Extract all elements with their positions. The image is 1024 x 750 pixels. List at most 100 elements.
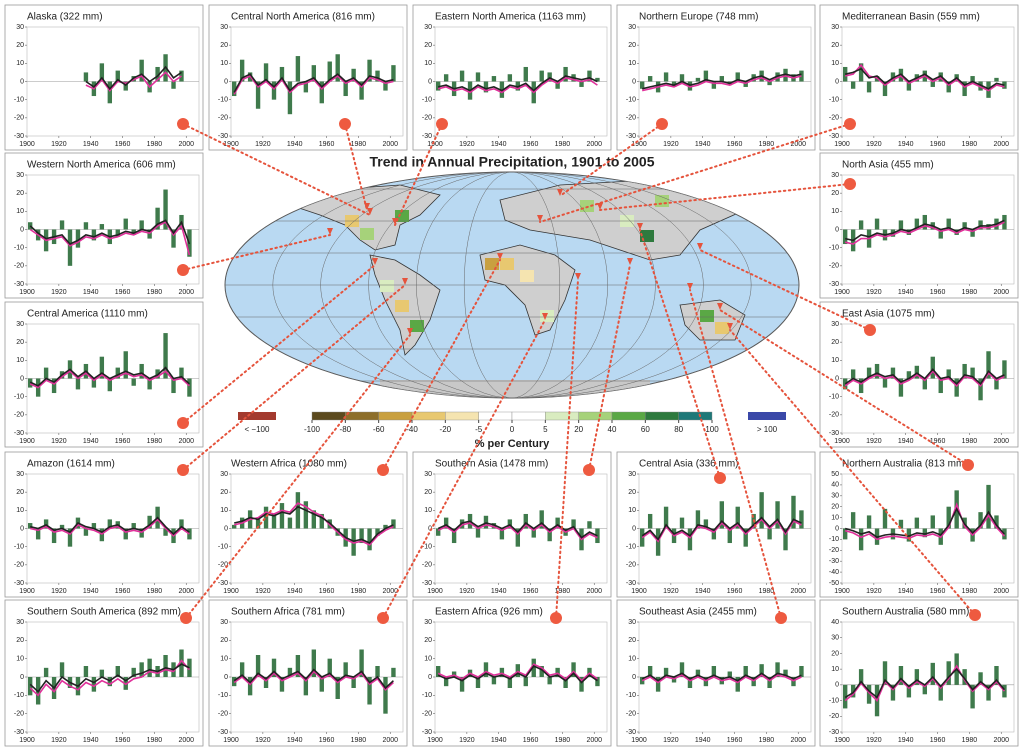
- bar: [287, 667, 293, 677]
- bar: [367, 528, 372, 551]
- marker-dot: [180, 612, 192, 624]
- bar: [783, 68, 788, 82]
- arrowhead: [727, 323, 733, 330]
- x-tick-label: 2000: [993, 588, 1009, 595]
- y-tick-label: 10: [831, 208, 839, 215]
- bar: [842, 378, 848, 390]
- x-tick-label: 1900: [19, 289, 35, 296]
- x-tick-label: 1980: [555, 737, 571, 744]
- bar: [451, 528, 457, 544]
- arrowhead: [402, 278, 408, 285]
- x-tick-label: 2000: [586, 588, 602, 595]
- bar: [922, 214, 928, 230]
- bar: [587, 521, 592, 529]
- bar: [507, 519, 513, 529]
- y-tick-label: 30: [831, 635, 839, 642]
- y-tick-label: 0: [835, 226, 839, 233]
- y-tick-label: 20: [628, 489, 636, 496]
- bar: [962, 222, 967, 230]
- arrowhead: [637, 223, 643, 230]
- panel-title: Alaska (322 mm): [27, 12, 103, 23]
- x-tick-label: 1920: [459, 141, 475, 148]
- bar: [882, 661, 888, 685]
- y-tick-label: 0: [632, 674, 636, 681]
- bar: [858, 378, 864, 394]
- trend-line: [641, 518, 802, 543]
- bar: [139, 220, 144, 230]
- y-tick-label: -20: [14, 412, 24, 419]
- x-tick-label: 1960: [115, 588, 131, 595]
- bar: [187, 528, 192, 540]
- trend-line: [233, 74, 394, 95]
- bar: [946, 506, 951, 529]
- y-tick-label: 0: [20, 78, 24, 85]
- y-tick-label: -50: [829, 580, 839, 587]
- y-tick-label: -10: [14, 544, 24, 551]
- y-tick-label: 40: [831, 619, 839, 626]
- bar: [922, 378, 928, 390]
- bar: [906, 229, 912, 235]
- x-tick-label: 2000: [993, 737, 1009, 744]
- y-tick-label: 0: [632, 525, 636, 532]
- bar: [663, 72, 669, 82]
- y-tick-label: -20: [218, 711, 228, 718]
- y-tick-label: 10: [424, 60, 432, 67]
- y-tick-label: -10: [218, 544, 228, 551]
- x-tick-label: 2000: [993, 289, 1009, 296]
- y-tick-label: 0: [20, 525, 24, 532]
- x-tick-label: 1960: [523, 141, 539, 148]
- y-tick-label: 50: [831, 471, 839, 478]
- marker-dot: [550, 612, 562, 624]
- bar: [727, 528, 732, 544]
- bar: [850, 684, 856, 698]
- bar: [1002, 81, 1007, 89]
- connector: [555, 279, 579, 619]
- x-tick-label: 1980: [759, 141, 775, 148]
- x-tick-label: 1940: [695, 588, 711, 595]
- connector: [182, 264, 376, 424]
- connectors: [177, 118, 981, 624]
- bar: [147, 229, 152, 239]
- bar: [547, 528, 552, 542]
- legend-tick-label: 40: [608, 425, 617, 434]
- bar: [27, 523, 33, 529]
- bar: [799, 666, 804, 677]
- y-tick-label: -20: [422, 115, 432, 122]
- x-tick-label: 1920: [459, 737, 475, 744]
- trend-line: [844, 369, 1005, 388]
- bar: [43, 667, 49, 677]
- x-tick-label: 1960: [115, 737, 131, 744]
- bar: [703, 519, 709, 529]
- bar: [1002, 684, 1007, 698]
- panel-title: Northern Australia (813 mm): [842, 459, 968, 470]
- y-tick-label: 10: [831, 60, 839, 67]
- bar: [359, 81, 364, 100]
- bar: [391, 667, 396, 677]
- bar: [367, 677, 372, 705]
- trend-line: [437, 663, 598, 682]
- bar: [67, 528, 73, 547]
- y-tick-label: 0: [428, 674, 432, 681]
- x-tick-label: 1960: [930, 289, 946, 296]
- bar: [335, 54, 340, 82]
- x-tick-label: 1900: [223, 588, 239, 595]
- x-tick-label: 1900: [223, 737, 239, 744]
- y-tick-label: 40: [831, 482, 839, 489]
- x-tick-label: 1940: [695, 141, 711, 148]
- y-tick-label: -20: [829, 547, 839, 554]
- marker-dot: [656, 118, 668, 130]
- bar: [263, 677, 269, 688]
- panel-title: Western Africa (1080 mm): [231, 459, 347, 470]
- legend-swatch: [478, 411, 513, 421]
- y-tick-label: 20: [831, 190, 839, 197]
- y-tick-label: -20: [626, 562, 636, 569]
- bar: [147, 515, 152, 529]
- marker-dot: [864, 324, 876, 336]
- bar: [743, 666, 748, 677]
- legend-tick-label: 5: [543, 425, 548, 434]
- panel: Eastern Africa (926 mm) -30 -20 -10 0 10 20 30 1…: [412, 599, 612, 747]
- trend-line: [844, 664, 1006, 703]
- bar: [663, 667, 669, 677]
- bar: [59, 220, 65, 230]
- arrowhead: [627, 258, 633, 265]
